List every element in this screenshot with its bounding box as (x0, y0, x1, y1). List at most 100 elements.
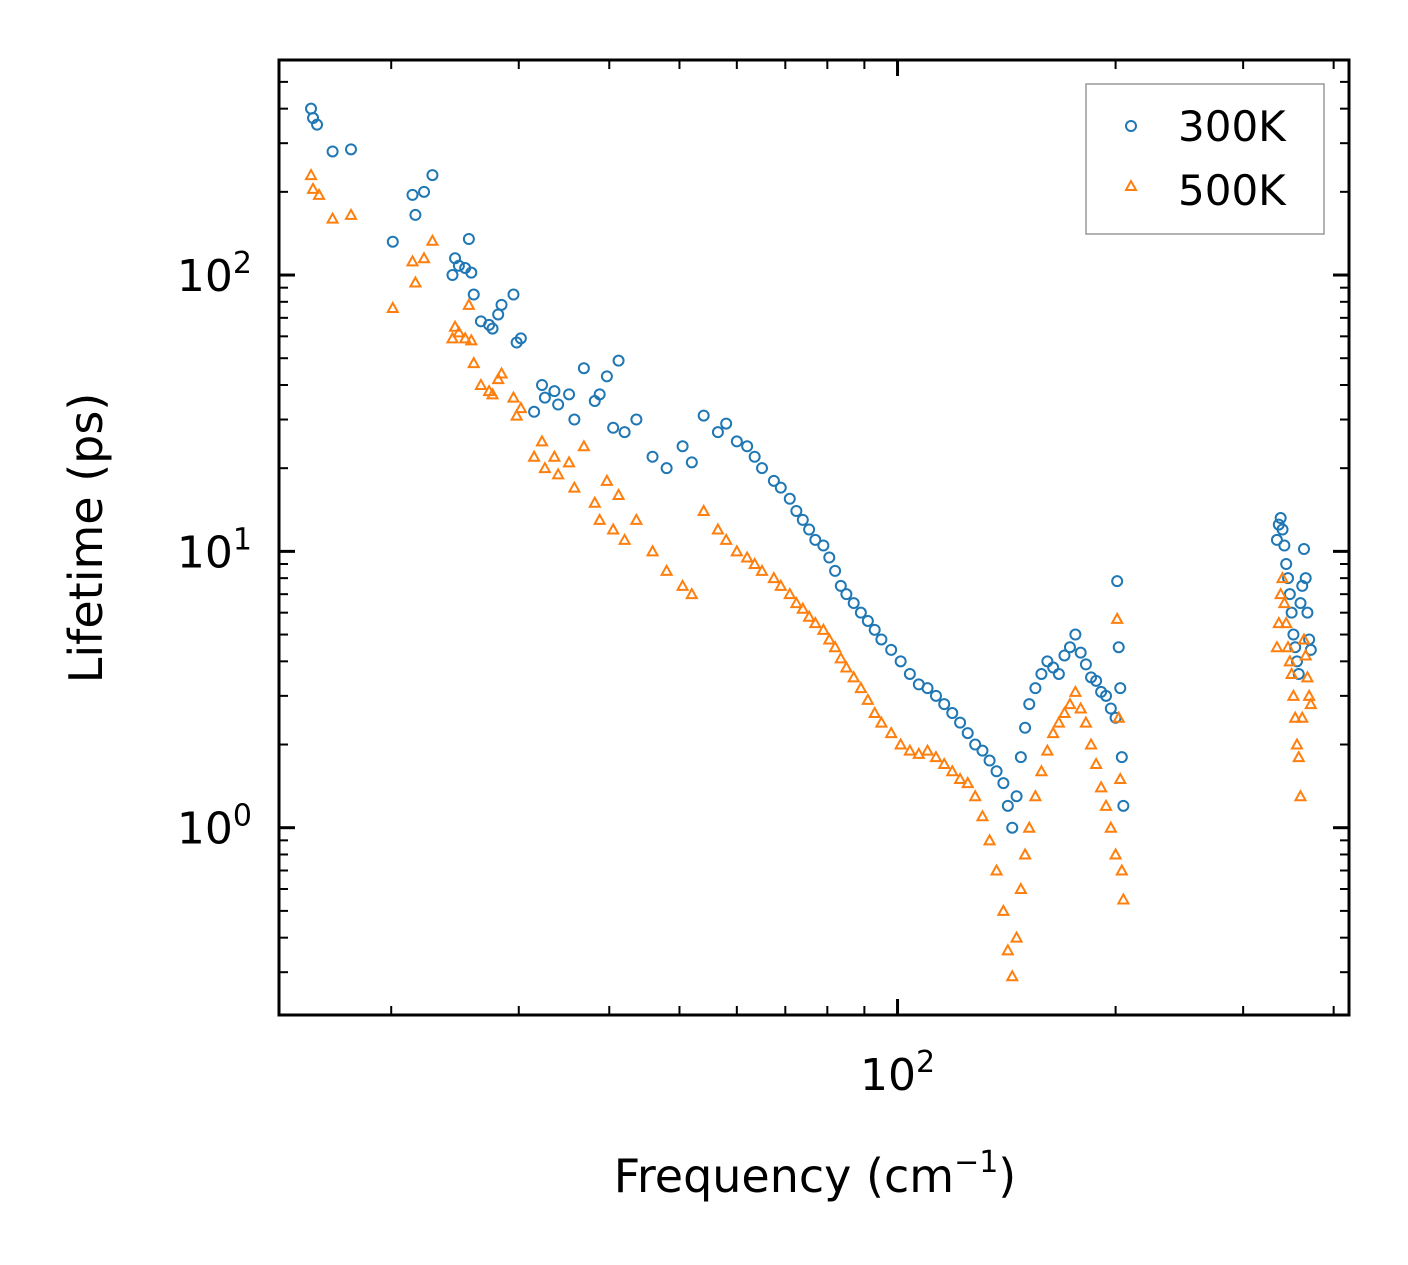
y-tick-label-base: 10 (177, 804, 233, 855)
point-500K (867, 705, 882, 719)
point-500K (1014, 881, 1028, 895)
point-300K (426, 169, 439, 182)
point-500K (509, 408, 524, 421)
point-500K (730, 544, 744, 557)
point-500K (847, 670, 861, 683)
point-300K (790, 504, 803, 517)
point-300K (983, 754, 996, 767)
point-500K (893, 737, 908, 750)
point-500K (1295, 710, 1309, 723)
point-500K (474, 377, 488, 390)
point-500K (1270, 640, 1284, 653)
point-500K (527, 449, 541, 462)
point-300K (741, 440, 754, 453)
point-500K (1028, 789, 1043, 802)
point-300K (969, 738, 982, 751)
point-500K (1094, 780, 1108, 793)
point-500K (312, 187, 326, 200)
point-500K (1304, 697, 1318, 710)
point-500K (304, 168, 318, 181)
y-tick-label-exp: 0 (233, 799, 252, 834)
point-300K (997, 777, 1010, 790)
point-300K (311, 118, 324, 131)
point-500K (1079, 715, 1093, 728)
point-500K (485, 387, 500, 400)
x-axis-label-main: Frequency (cm (614, 1149, 954, 1203)
point-300K (697, 409, 710, 422)
point-300K (875, 633, 888, 646)
point-300K (1301, 606, 1314, 619)
point-500K (740, 550, 754, 563)
point-300K (446, 269, 459, 282)
point-500K (592, 512, 607, 525)
point-500K (1005, 969, 1019, 982)
point-500K (535, 434, 549, 447)
point-500K (494, 366, 509, 379)
point-300K (552, 398, 565, 411)
point-500K (816, 622, 831, 635)
point-300K (1114, 682, 1127, 695)
point-500K (1277, 596, 1292, 609)
point-500K (425, 233, 440, 246)
point-500K (839, 660, 854, 673)
point-500K (822, 632, 836, 645)
point-500K (491, 372, 505, 385)
point-500K (547, 449, 562, 462)
point-500K (306, 181, 320, 194)
point-500K (1052, 715, 1066, 728)
point-500K (719, 532, 733, 545)
point-300K (1285, 606, 1298, 619)
point-300K (568, 413, 581, 426)
point-500K (1110, 611, 1124, 624)
y-tick-label-base: 10 (177, 251, 233, 302)
legend-marker-500K (1124, 178, 1138, 191)
point-300K (961, 727, 974, 740)
point-300K (630, 413, 643, 426)
point-500K (562, 455, 576, 468)
point-500K (325, 211, 340, 224)
point-500K (1034, 764, 1049, 777)
point-500K (920, 743, 935, 756)
x-axis-label-tail: ) (998, 1149, 1016, 1203)
point-500K (1288, 710, 1302, 723)
plot-frame (277, 58, 1351, 1017)
point-500K (796, 601, 810, 614)
x-tick-label-base: 10 (860, 1050, 916, 1101)
point-500K (996, 903, 1011, 916)
point-500K (408, 275, 423, 288)
point-500K (953, 771, 967, 785)
point-500K (551, 467, 565, 480)
point-300K (885, 643, 898, 656)
point-500K (567, 480, 582, 493)
x-tick-label-exp: 2 (916, 1045, 935, 1080)
y-axis-label: Lifetime (ps) (59, 393, 113, 684)
point-300K (563, 388, 576, 401)
point-500K (344, 207, 358, 220)
legend-label-500K: 500K (1178, 166, 1287, 215)
point-300K (1274, 512, 1287, 525)
series-500K (304, 168, 1318, 982)
point-500K (808, 616, 823, 629)
point-500K (1112, 710, 1126, 723)
point-500K (1279, 616, 1293, 629)
point-300K (1029, 682, 1042, 695)
point-300K (711, 426, 724, 439)
y-tick-label: 100 (177, 799, 252, 855)
point-500K (1116, 892, 1131, 905)
y-tick-label-base: 10 (177, 527, 233, 578)
point-300K (817, 539, 830, 552)
point-300K (486, 322, 499, 335)
point-300K (976, 744, 989, 757)
point-300K (1052, 667, 1065, 680)
point-500K (1046, 726, 1060, 739)
point-500K (834, 651, 848, 664)
point-300K (774, 481, 787, 494)
point-500K (467, 356, 481, 369)
point-300K (676, 440, 689, 453)
point-300K (1035, 667, 1048, 680)
point-500K (1292, 750, 1306, 763)
point-300K (1006, 821, 1019, 834)
point-300K (783, 492, 796, 505)
legend-frame (1085, 83, 1325, 235)
